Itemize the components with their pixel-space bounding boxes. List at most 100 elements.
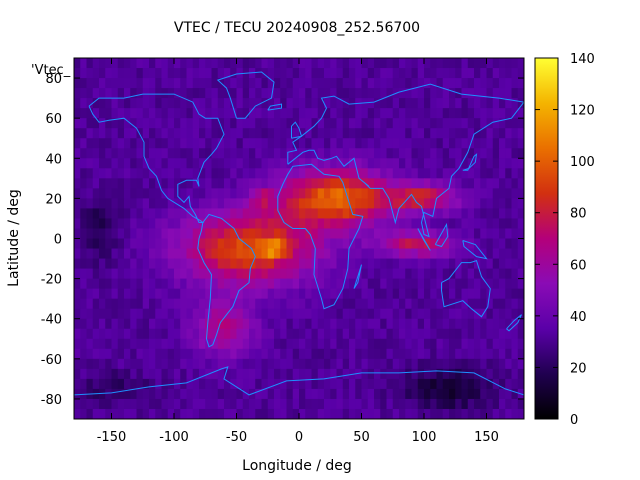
heatmap-cell (424, 368, 431, 380)
heatmap-cell (92, 218, 100, 230)
heatmap-cell (411, 98, 419, 109)
heatmap-cell (424, 248, 431, 260)
heatmap-cell (455, 378, 463, 390)
heatmap-cell (180, 278, 188, 290)
heatmap-cell (280, 368, 288, 380)
heatmap-cell (124, 388, 131, 400)
heatmap-cell (124, 128, 131, 139)
heatmap-cell (86, 328, 94, 340)
heatmap-cell (405, 288, 413, 300)
heatmap-cell (180, 248, 188, 260)
heatmap-cell (155, 308, 163, 320)
heatmap-cell (392, 198, 400, 210)
heatmap-cell (355, 248, 363, 260)
heatmap-cell (505, 128, 513, 139)
heatmap-cell (505, 298, 513, 310)
heatmap-cell (142, 398, 150, 410)
heatmap-cell (155, 408, 163, 419)
heatmap-cell (511, 58, 519, 69)
heatmap-cell (211, 298, 219, 310)
heatmap-cell (486, 388, 494, 400)
heatmap-cell (505, 178, 513, 189)
heatmap-cell (442, 108, 450, 119)
heatmap-cell (449, 328, 456, 340)
heatmap-cell (386, 98, 394, 109)
heatmap-cell (386, 398, 394, 410)
heatmap-cell (99, 388, 106, 400)
heatmap-cell (155, 198, 163, 210)
heatmap-cell (399, 278, 406, 290)
heatmap-cell (242, 358, 250, 370)
heatmap-cell (292, 58, 300, 69)
heatmap-cell (205, 108, 213, 119)
heatmap-cell (367, 118, 375, 129)
heatmap-cell (274, 358, 281, 370)
heatmap-cell (455, 288, 463, 300)
heatmap-cell (411, 288, 419, 300)
heatmap-cell (199, 128, 206, 139)
heatmap-cell (99, 78, 106, 89)
heatmap-cell (155, 318, 163, 330)
heatmap-cell (86, 188, 94, 199)
heatmap-cell (205, 198, 213, 210)
heatmap-cell (361, 138, 369, 149)
heatmap-cell (492, 88, 500, 99)
heatmap-cell (205, 118, 213, 129)
heatmap-cell (267, 78, 275, 89)
heatmap-cell (486, 308, 494, 320)
heatmap-cell (349, 258, 356, 270)
heatmap-cell (224, 298, 231, 310)
heatmap-cell (449, 278, 456, 290)
heatmap-cell (199, 338, 206, 350)
heatmap-cell (80, 188, 88, 199)
heatmap-cell (474, 228, 481, 240)
heatmap-cell (186, 158, 194, 169)
heatmap-cell (80, 208, 88, 220)
heatmap-cell (117, 238, 125, 250)
heatmap-cell (336, 138, 344, 149)
heatmap-cell (242, 178, 250, 189)
heatmap-cell (361, 58, 369, 69)
heatmap-cell (467, 58, 475, 69)
heatmap-cell (242, 198, 250, 210)
heatmap-cell (480, 158, 488, 169)
heatmap-cell (80, 338, 88, 350)
heatmap-cell (499, 58, 506, 69)
heatmap-cell (374, 158, 381, 169)
heatmap-cell (517, 198, 524, 210)
heatmap-cell (161, 68, 169, 79)
heatmap-cell (192, 88, 200, 99)
heatmap-cell (461, 268, 469, 280)
heatmap-cell (336, 398, 344, 410)
heatmap-cell (411, 238, 419, 250)
heatmap-cell (180, 388, 188, 400)
heatmap-cell (424, 408, 431, 419)
heatmap-cell (499, 248, 506, 260)
heatmap-cell (180, 158, 188, 169)
heatmap-cell (199, 268, 206, 280)
heatmap-cell (149, 148, 156, 159)
heatmap-cell (280, 68, 288, 79)
heatmap-cell (117, 288, 125, 300)
heatmap-cell (517, 358, 524, 370)
heatmap-cell (211, 248, 219, 260)
heatmap-cell (180, 128, 188, 139)
heatmap-cell (336, 58, 344, 69)
heatmap-cell (436, 158, 444, 169)
heatmap-cell (192, 388, 200, 400)
heatmap-cell (442, 88, 450, 99)
heatmap-cell (417, 308, 425, 320)
heatmap-cell (392, 398, 400, 410)
heatmap-cell (167, 358, 175, 370)
heatmap-cell (136, 288, 144, 300)
heatmap-cell (230, 108, 238, 119)
heatmap-cell (286, 118, 294, 129)
heatmap-cell (136, 108, 144, 119)
heatmap-cell (292, 148, 300, 159)
heatmap-cell (267, 358, 275, 370)
heatmap-cell (424, 388, 431, 400)
heatmap-cell (255, 298, 263, 310)
heatmap-cell (442, 68, 450, 79)
heatmap-cell (292, 218, 300, 230)
